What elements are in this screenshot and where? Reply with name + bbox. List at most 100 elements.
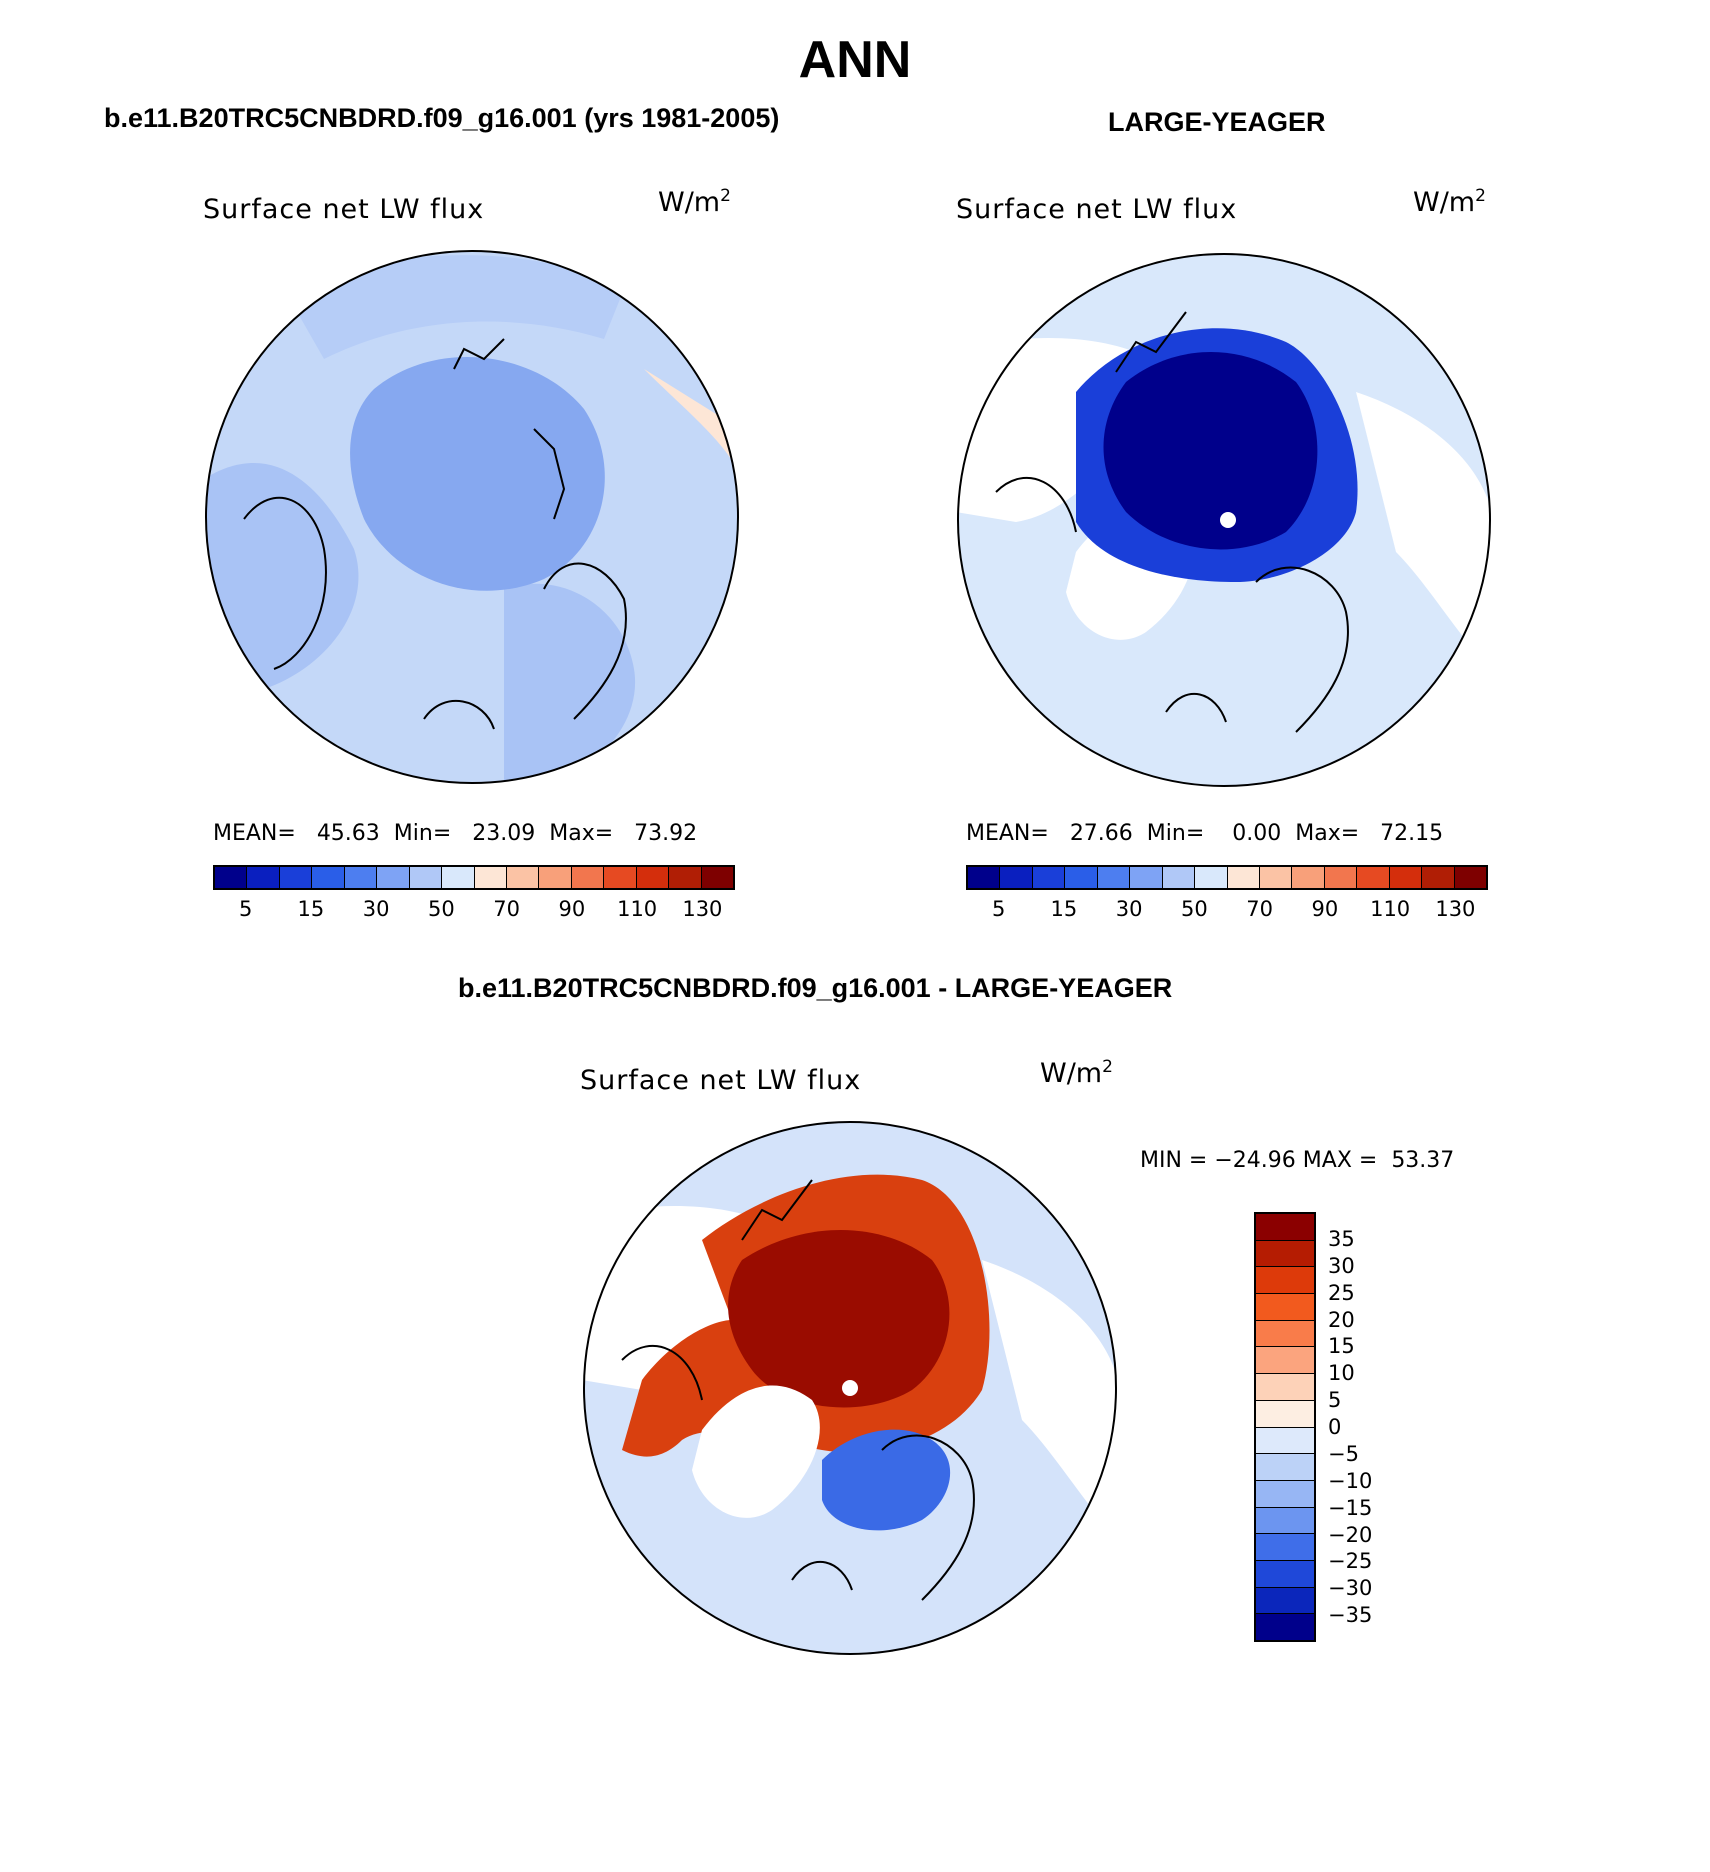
colorbar-tick-label: 70 (1246, 897, 1273, 921)
colorbar-swatch (1256, 1614, 1314, 1640)
colorbar-swatch (968, 867, 1001, 888)
colorbar-tick-label: 90 (1311, 897, 1339, 921)
colorbar-swatch (539, 867, 572, 888)
obs-stats: MEAN= 27.66 Min= 0.00 Max= 72.15 (966, 821, 1444, 846)
colorbar-tick-label: 25 (1328, 1280, 1355, 1305)
colorbar-tick-label: 30 (1115, 897, 1143, 921)
diff-negative-field (822, 1429, 951, 1531)
obs-coastline (995, 311, 1349, 733)
colorbar-swatch (344, 867, 378, 888)
colorbar-swatch (1292, 867, 1325, 888)
diff-colorbar (1254, 1212, 1316, 1642)
colorbar-tick-label: 10 (1328, 1361, 1355, 1386)
colorbar-swatch (1000, 867, 1033, 888)
colorbar-tick-label: 15 (1050, 897, 1078, 921)
colorbar-tick-label: 90 (558, 897, 586, 921)
diff-polar-map (583, 1121, 1117, 1655)
obs-land-field-2 (1356, 392, 1490, 672)
colorbar-tick-label: 5 (991, 897, 1006, 921)
colorbar-tick-label: 5 (1328, 1388, 1342, 1413)
colorbar-tick-label: −25 (1328, 1549, 1373, 1574)
colorbar-swatch (1256, 1214, 1314, 1241)
model-coastline (243, 338, 627, 730)
colorbar-swatch (279, 867, 313, 888)
colorbar-tick-label: 50 (1181, 897, 1208, 921)
colorbar-swatch (1130, 867, 1163, 888)
diff-units-label: W/m2 (1040, 1057, 1113, 1089)
colorbar-swatch (1454, 867, 1486, 888)
colorbar-swatch (442, 867, 475, 888)
colorbar-swatch (1256, 1347, 1314, 1375)
figure-title: ANN (798, 31, 912, 89)
obs-colorbar (966, 865, 1488, 890)
colorbar-swatch (1256, 1294, 1314, 1321)
diff-case-title: b.e11.B20TRC5CNBDRD.f09_g16.001 - LARGE-… (458, 973, 1173, 1003)
colorbar-swatch (1256, 1240, 1314, 1268)
colorbar-swatch (474, 867, 507, 888)
colorbar-tick-label: −15 (1328, 1495, 1373, 1520)
colorbar-swatch (215, 867, 248, 888)
model-stats: MEAN= 45.63 Min= 23.09 Max= 73.92 (213, 821, 698, 846)
diff-colorbar-ticks: 35 30 25 20 15 10 5 0 −5 −10 −15 −20 −25 −30 −35 (1328, 1212, 1408, 1642)
colorbar-swatch (669, 867, 702, 888)
colorbar-swatch (1256, 1480, 1314, 1508)
colorbar-swatch (247, 867, 280, 888)
colorbar-swatch (1162, 867, 1196, 888)
colorbar-tick-label: 35 (1328, 1226, 1355, 1251)
model-land-field-3 (284, 255, 624, 359)
obs-pole-marker (1220, 512, 1236, 528)
model-colorbar-ticks: 5 15 30 50 70 90 110 130 (213, 897, 735, 923)
colorbar-tick-label: 130 (1435, 897, 1476, 921)
colorbar-swatch (1422, 867, 1455, 888)
diff-pole-field (728, 1230, 950, 1408)
colorbar-tick-label: 0 (1328, 1415, 1342, 1439)
model-land-field-2 (504, 583, 636, 783)
colorbar-tick-label: 110 (617, 897, 658, 921)
obs-colorbar-ticks: 5 15 30 50 70 90 110 130 (966, 897, 1488, 923)
colorbar-tick-label: −30 (1328, 1576, 1373, 1601)
obs-units-label: W/m2 (1413, 186, 1486, 218)
colorbar-swatch (1065, 867, 1098, 888)
model-variable-label: Surface net LW flux (203, 194, 485, 225)
colorbar-tick-label: 70 (493, 897, 520, 921)
colorbar-swatch (1256, 1534, 1314, 1561)
colorbar-tick-label: 5 (238, 897, 253, 921)
colorbar-tick-label: −20 (1328, 1522, 1373, 1547)
colorbar-tick-label: −10 (1328, 1468, 1373, 1493)
model-pole-field (350, 356, 605, 591)
colorbar-tick-label: 15 (1328, 1334, 1355, 1359)
obs-polar-map (957, 253, 1491, 787)
colorbar-tick-label: −5 (1328, 1441, 1359, 1466)
colorbar-swatch (1256, 1400, 1314, 1428)
colorbar-swatch (409, 867, 443, 888)
colorbar-tick-label: 20 (1328, 1307, 1355, 1332)
colorbar-tick-label: 130 (682, 897, 723, 921)
obs-pole-field (1103, 352, 1318, 550)
colorbar-swatch (1389, 867, 1423, 888)
model-case-title: b.e11.B20TRC5CNBDRD.f09_g16.001 (yrs 198… (104, 103, 780, 133)
colorbar-swatch (1195, 867, 1228, 888)
diff-land-field-3 (692, 1385, 820, 1518)
diff-pole-marker (842, 1380, 858, 1396)
colorbar-swatch (1227, 867, 1260, 888)
colorbar-swatch (506, 867, 540, 888)
model-land-field (206, 463, 359, 689)
diff-land-field-2 (982, 1260, 1116, 1540)
colorbar-swatch (1032, 867, 1066, 888)
model-units-label: W/m2 (658, 186, 731, 218)
obs-case-title: LARGE-YEAGER (1108, 107, 1326, 137)
colorbar-swatch (1256, 1560, 1314, 1588)
model-polar-map (205, 250, 739, 784)
colorbar-tick-label: 15 (297, 897, 325, 921)
colorbar-tick-label: −35 (1328, 1603, 1373, 1628)
colorbar-swatch (636, 867, 670, 888)
colorbar-swatch (312, 867, 345, 888)
colorbar-swatch (1256, 1587, 1314, 1615)
model-colorbar (213, 865, 735, 890)
colorbar-tick-label: 50 (428, 897, 455, 921)
colorbar-tick-label: 110 (1370, 897, 1411, 921)
colorbar-swatch (1256, 1374, 1314, 1401)
colorbar-swatch (1256, 1454, 1314, 1481)
colorbar-swatch (571, 867, 605, 888)
colorbar-tick-label: 30 (362, 897, 390, 921)
